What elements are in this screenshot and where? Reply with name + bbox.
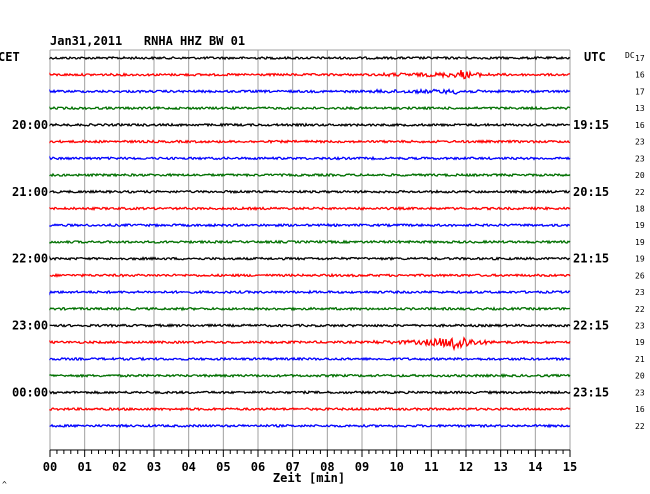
trace-line [49,155,571,161]
trace-line [49,323,571,329]
dc-value: 16 [635,71,645,80]
trace-line [49,105,571,111]
dc-value: 16 [635,121,645,130]
right-hour-label: 22:15 [573,319,609,333]
x-tick-label: 11 [424,460,438,474]
right-hour-labels: 19:15 20:15 21:15 22:15 23:15 [573,118,609,400]
right-hour-label: 21:15 [573,252,609,266]
x-tick-label: 15 [563,460,577,474]
x-tick-label: 05 [216,460,230,474]
x-tick-label: 08 [320,460,334,474]
dc-value: 16 [635,405,645,414]
left-hour-label: 23:00 [12,319,48,333]
x-axis-label: Zeit [min] [273,471,345,485]
dc-value: 22 [635,305,645,314]
dc-value: 19 [635,221,645,230]
trace-line [49,272,571,278]
right-hour-label: 23:15 [573,385,609,399]
trace-line [49,205,571,212]
chart-grid [49,49,571,450]
trace-line [49,122,571,128]
dc-value: 19 [635,255,645,264]
x-tick-label: 04 [181,460,195,474]
dc-value: 26 [635,271,645,280]
dc-values: 17 16 17 13 16 23 23 20 22 18 19 19 19 26 23 22 23 19 21 20… [635,54,645,431]
dc-value: 23 [635,288,645,297]
trace-line [49,423,571,429]
x-tick-label: 01 [77,460,91,474]
x-tick-label: 06 [251,460,265,474]
x-tick-label: 14 [528,460,542,474]
trace-line [49,356,571,362]
dc-value: 20 [635,372,645,381]
left-hour-label: 21:00 [12,185,48,199]
bottom-corner-mark: ^ [2,480,7,489]
seismogram-traces [49,55,571,429]
chart-title: Jan31,2011 RNHA HHZ BW 01 [50,34,245,48]
trace-line [49,69,571,80]
trace-line [49,239,571,245]
x-tick-label: 03 [147,460,161,474]
trace-line [49,336,571,352]
dc-value: 23 [635,138,645,147]
trace-line [49,222,570,228]
dc-value: 22 [635,422,645,431]
trace-line [49,55,571,61]
dc-value: 19 [635,238,645,247]
left-timezone-label: CET [0,50,20,64]
right-hour-label: 19:15 [573,118,609,132]
trace-line [49,406,571,412]
dc-value: 17 [635,54,645,63]
x-tick-label: 12 [459,460,473,474]
right-timezone-label: UTC [584,50,606,64]
trace-line [49,389,571,395]
dc-value: 23 [635,154,645,163]
trace-line [49,172,571,178]
trace-line [49,289,571,296]
trace-line [49,373,571,379]
x-tick-label: 09 [355,460,369,474]
dc-value: 17 [635,87,645,96]
trace-line [49,255,571,262]
left-hour-labels: 20:00 21:00 22:00 23:00 00:00 [12,118,48,400]
left-hour-label: 22:00 [12,252,48,266]
left-hour-label: 00:00 [12,385,48,399]
dc-value: 23 [635,388,645,397]
right-hour-label: 20:15 [573,185,609,199]
trace-line [49,139,571,145]
dc-value: 22 [635,188,645,197]
x-tick-labels: 00 01 02 03 04 05 06 07 08 09 10 11 12 13 14 15 [43,460,577,474]
dc-value: 23 [635,322,645,331]
dc-value: 20 [635,171,645,180]
dc-value: 18 [635,204,645,213]
trace-line [49,306,571,312]
dc-value: 19 [635,338,645,347]
trace-line [49,189,571,195]
left-hour-label: 20:00 [12,118,48,132]
x-tick-label: 00 [43,460,57,474]
dc-value: 21 [635,355,645,364]
dc-value: 13 [635,104,645,113]
x-tick-label: 07 [285,460,299,474]
x-tick-label: 13 [493,460,507,474]
x-tick-label: 10 [389,460,403,474]
dc-column-label: DC [625,51,635,60]
chart-axes [49,449,571,457]
trace-line [49,87,571,96]
x-tick-label: 02 [112,460,126,474]
